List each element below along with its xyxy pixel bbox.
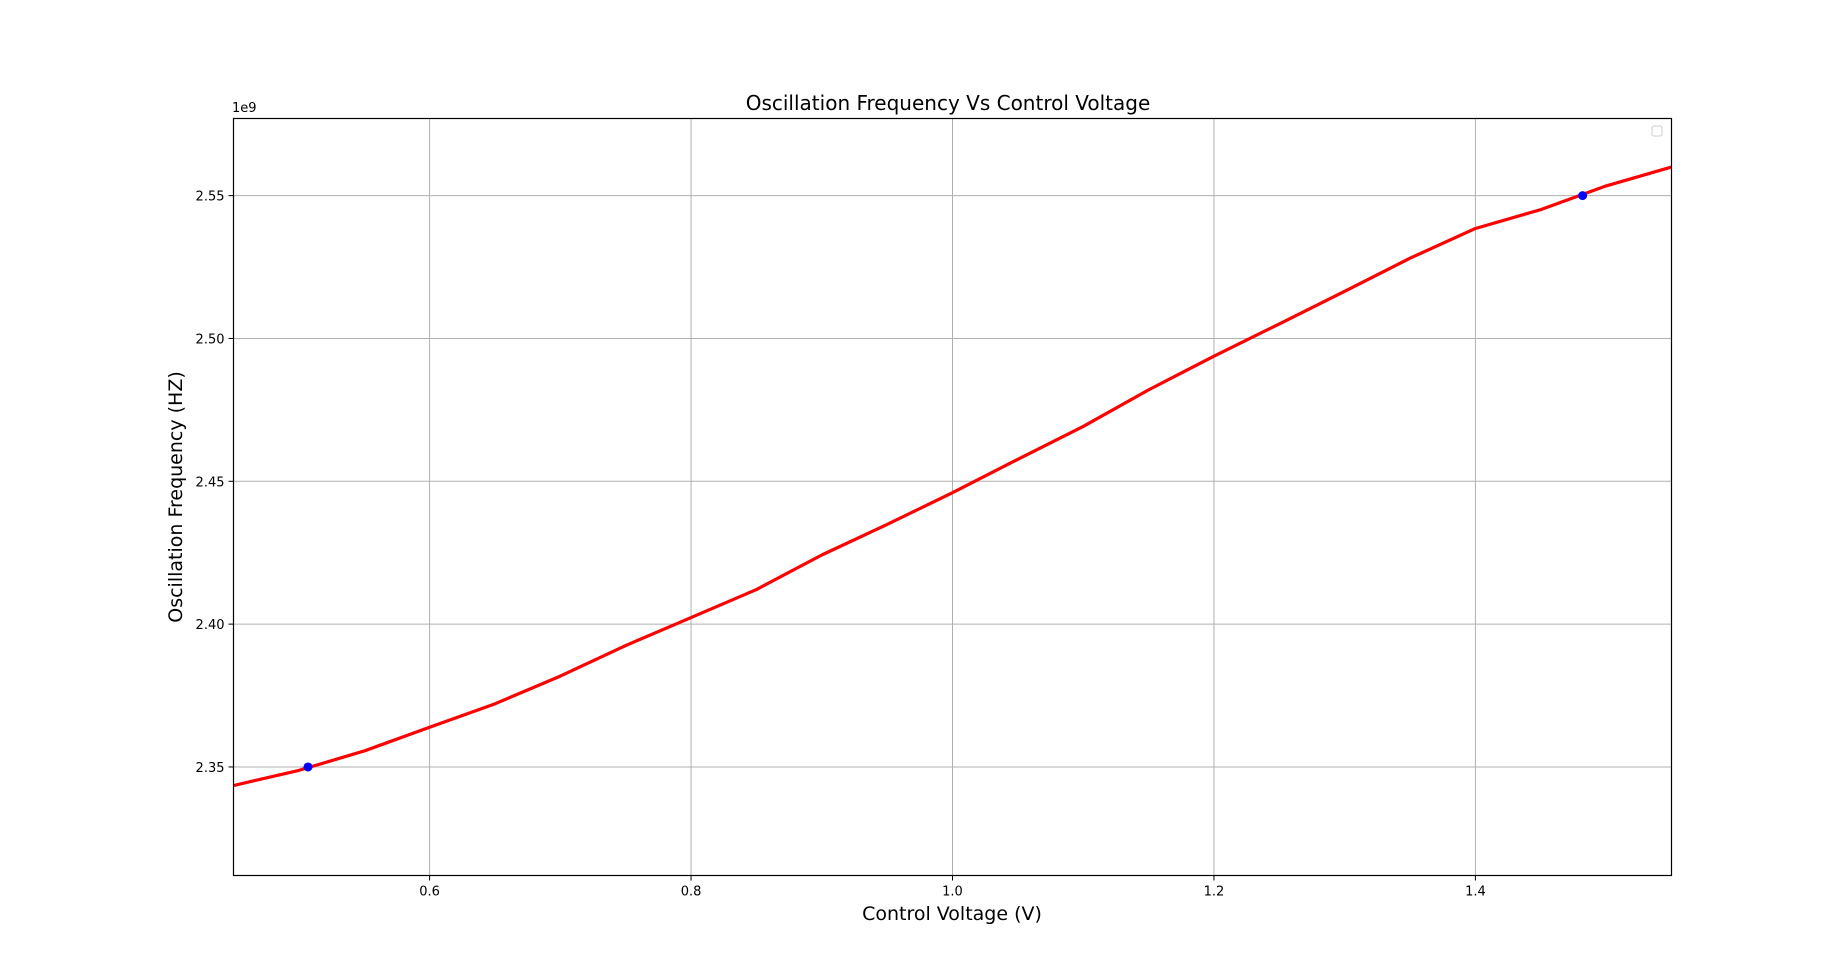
- data-marker: [303, 762, 313, 772]
- y-tick-label: 2.40: [196, 618, 225, 633]
- plot-data: [233, 165, 1672, 788]
- x-tick-label: 1.2: [1204, 885, 1225, 900]
- legend-box: [1651, 125, 1663, 137]
- y-tick-label: 2.50: [196, 332, 225, 347]
- plot-frame: [232, 117, 1673, 877]
- chart-title: Oscillation Frequency Vs Control Voltage: [746, 91, 1151, 115]
- data-marker: [1578, 191, 1588, 201]
- frequency-curve: [233, 165, 1672, 788]
- x-tick-label: 0.8: [681, 885, 702, 900]
- y-tick-label: 2.45: [196, 475, 225, 490]
- y-offset-label: 1e9: [232, 101, 257, 116]
- x-tick-label: 1.4: [1465, 885, 1486, 900]
- y-tick-label: 2.55: [196, 190, 225, 205]
- x-tick-label: 0.6: [419, 885, 440, 900]
- y-axis-label: Oscillation Frequency (HZ): [165, 371, 187, 623]
- axis-ticks: 0.6 0.8 1.0 1.2 1.4 2.35 2.40 2.45 2.50 2.55: [196, 190, 1486, 900]
- grid: [233, 118, 1672, 876]
- x-tick-label: 1.0: [942, 885, 963, 900]
- x-axis-label: Control Voltage (V): [862, 903, 1042, 925]
- y-tick-label: 2.35: [196, 761, 225, 776]
